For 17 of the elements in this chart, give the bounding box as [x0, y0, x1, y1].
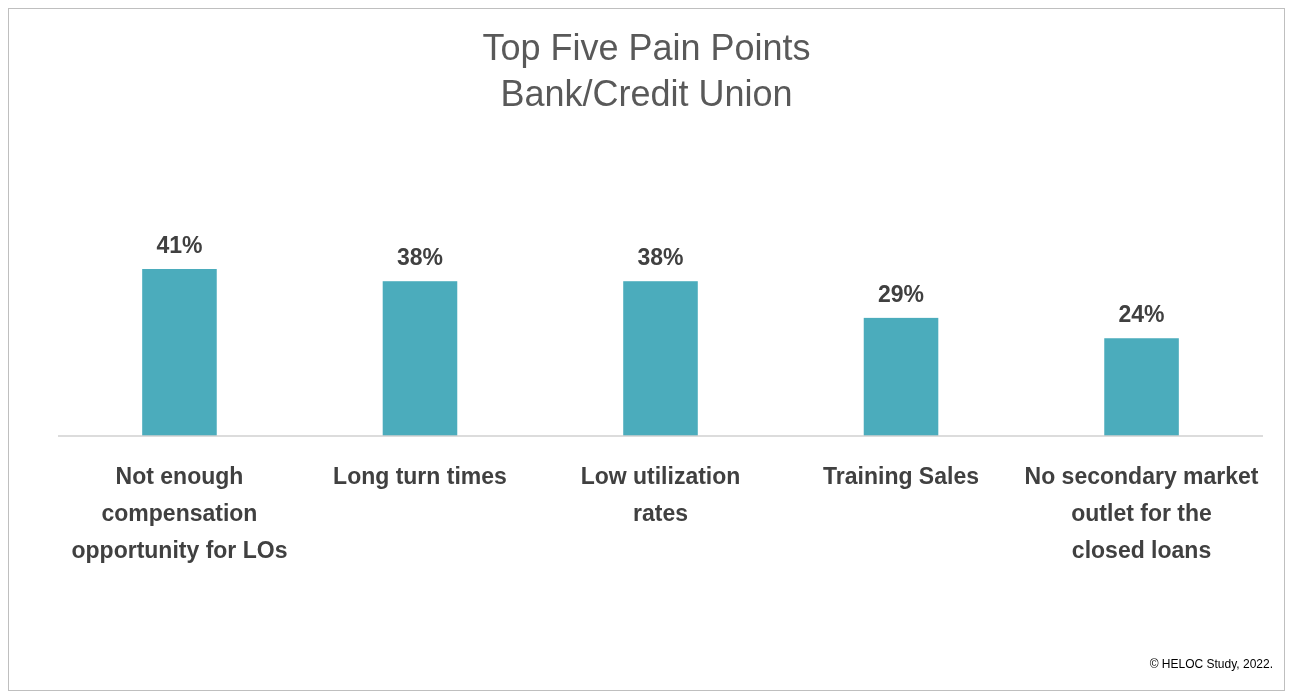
data-label: 38%	[396, 244, 443, 271]
bar	[142, 269, 217, 436]
bar	[623, 281, 698, 436]
x-tick-label: No secondary market outlet for the closed loans	[1024, 463, 1259, 563]
bar	[382, 281, 458, 436]
chart-title: Top Five Pain Points Bank/Credit Union	[482, 27, 811, 114]
data-label: 41%	[156, 232, 203, 258]
x-tick-label: Long turn times	[333, 463, 507, 489]
x-tick-label: Training Sales	[823, 463, 979, 489]
bar	[863, 317, 939, 436]
data-label: 29%	[878, 280, 925, 307]
bar	[1104, 338, 1179, 436]
x-tick-label: Not enough compensation opportunity for LOs	[71, 463, 288, 563]
data-label: 38%	[637, 244, 684, 271]
x-tick-label: Low utilization rates	[580, 463, 741, 526]
data-label: 24%	[1118, 301, 1165, 328]
text: © HELOC Study, 2022.	[1149, 657, 1273, 671]
